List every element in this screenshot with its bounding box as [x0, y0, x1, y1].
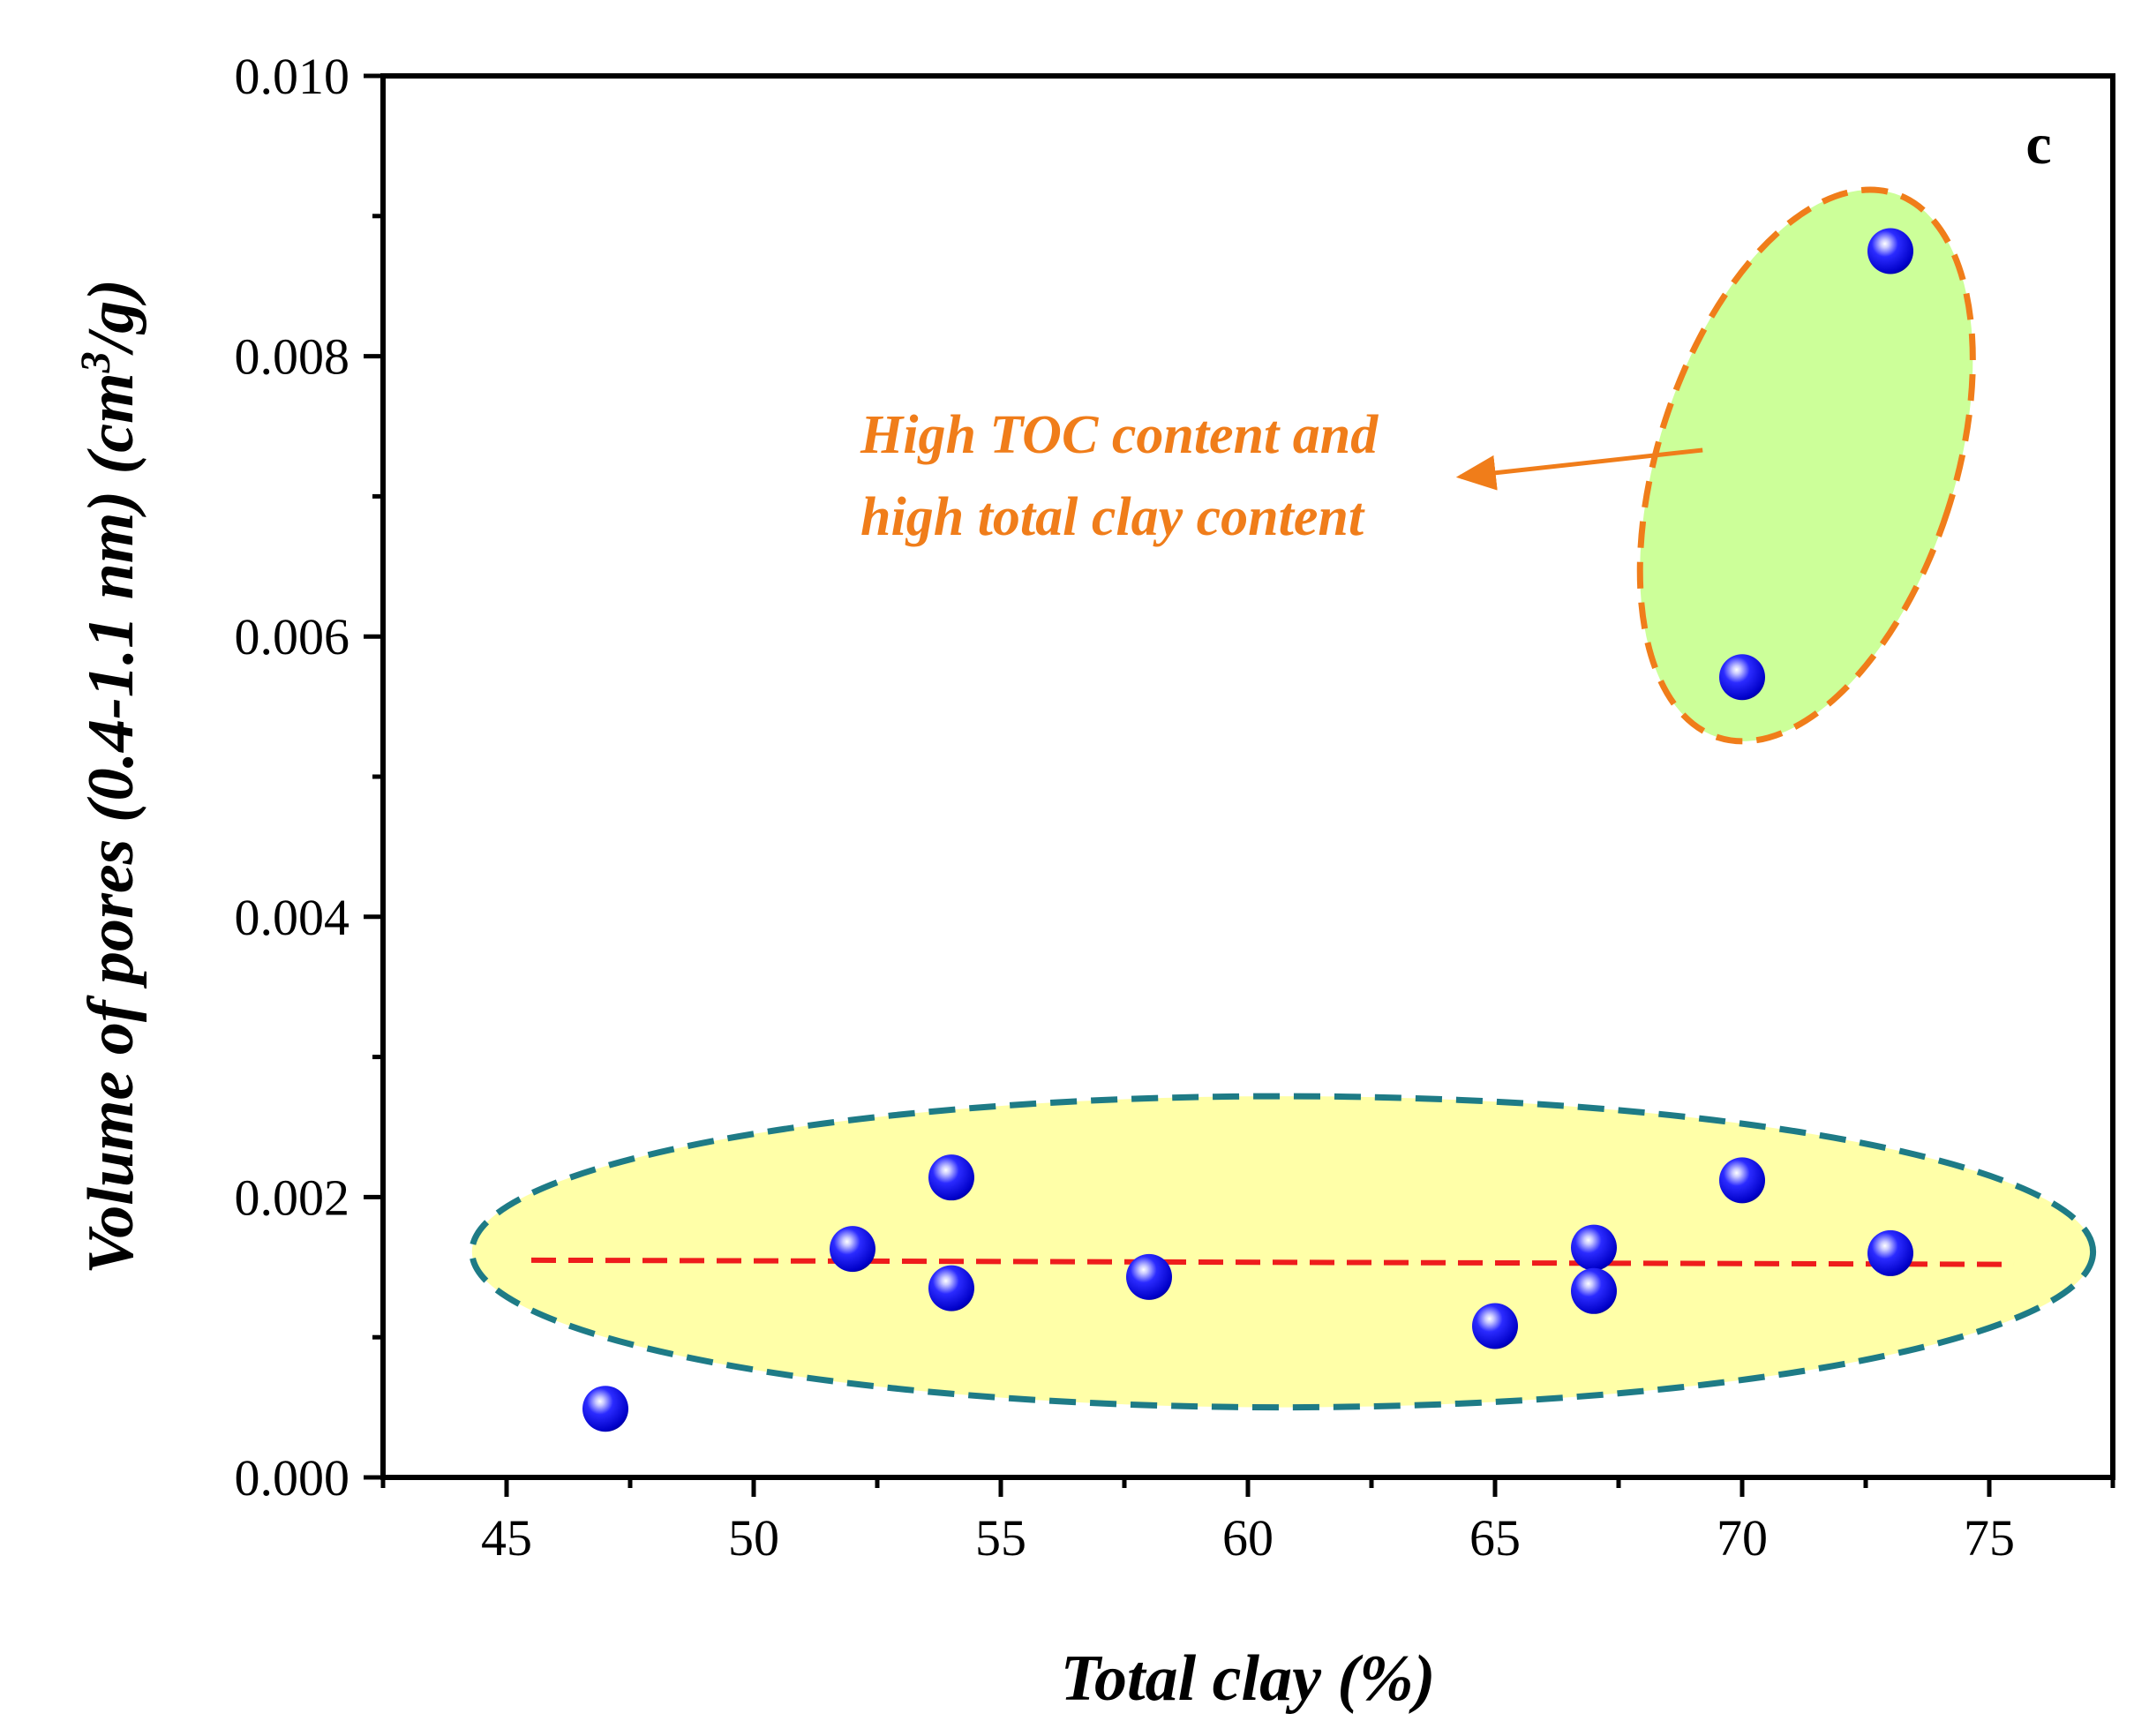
y-tick-label: 0.010 — [235, 48, 350, 105]
ellipse-high-cluster — [1636, 186, 1976, 745]
data-point — [1719, 654, 1765, 701]
trendline-layer — [530, 1257, 2015, 1267]
data-points — [582, 228, 1913, 1432]
data-point — [1867, 1229, 1913, 1276]
cluster-ellipses — [469, 186, 2097, 1411]
y-axis-title-end: /g) — [75, 279, 147, 356]
annotation-arrow — [1455, 447, 1703, 491]
x-tick-label: 50 — [728, 1509, 779, 1567]
x-tick-label: 45 — [481, 1509, 532, 1567]
x-axis-ticks: 45 50 55 60 65 70 75 — [380, 1477, 2115, 1567]
x-tick-label: 70 — [1717, 1509, 1768, 1567]
data-point — [1126, 1253, 1172, 1300]
annotation-layer: High TOC content and high total clay cont… — [860, 405, 1703, 547]
data-point — [1571, 1267, 1617, 1314]
y-tick-label: 0.000 — [235, 1449, 350, 1507]
x-tick-label: 75 — [1964, 1509, 2015, 1567]
y-axis-title-main: Volume of pores (0.4-1.1 nm) (cm — [75, 372, 147, 1274]
panel-label: c — [2025, 112, 2051, 177]
y-axis-title: Volume of pores (0.4-1.1 nm) (cm3/g) — [72, 279, 148, 1274]
y-axis-ticks: 0.000 0.002 0.004 0.006 0.008 0.010 — [235, 48, 383, 1507]
trendline — [530, 1257, 2015, 1267]
y-tick-label: 0.008 — [235, 328, 350, 386]
data-point — [1571, 1224, 1617, 1271]
data-point — [1472, 1303, 1518, 1349]
data-point — [928, 1265, 974, 1311]
x-axis-title: Total clay (%) — [1061, 1642, 1436, 1715]
annotation-line: high total clay content — [860, 487, 1365, 547]
y-tick-label: 0.006 — [235, 608, 350, 665]
y-tick-label: 0.002 — [235, 1169, 350, 1226]
ellipse-low-cluster — [469, 1093, 2097, 1411]
data-point — [582, 1386, 628, 1432]
y-axis-title-sup: 3 — [72, 351, 119, 373]
annotation-line: High TOC content and — [860, 405, 1379, 465]
data-point — [928, 1154, 974, 1201]
y-tick-label: 0.004 — [235, 889, 350, 946]
x-tick-label: 65 — [1469, 1509, 1521, 1567]
data-point — [1719, 1157, 1765, 1204]
data-point — [1867, 228, 1913, 274]
x-tick-label: 55 — [975, 1509, 1026, 1567]
data-point — [830, 1226, 875, 1273]
x-tick-label: 60 — [1222, 1509, 1274, 1567]
